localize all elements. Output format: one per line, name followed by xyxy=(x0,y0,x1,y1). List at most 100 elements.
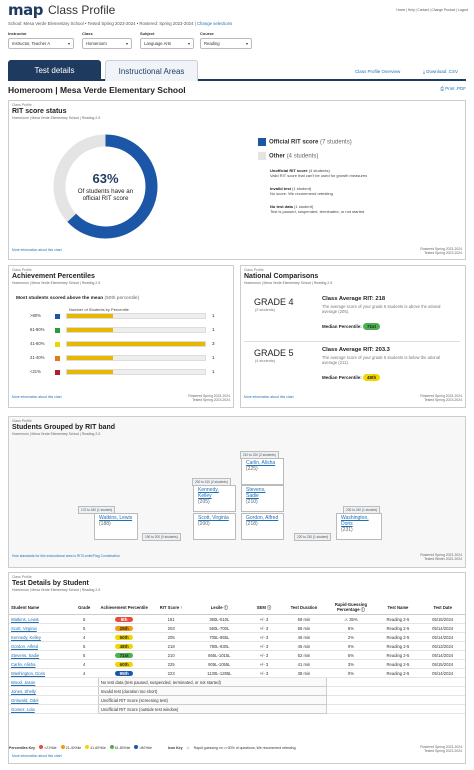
bar-fill xyxy=(67,328,113,332)
table-cell: 550L-700L xyxy=(192,623,247,633)
rit-status-donut: 63% Of students have an official RIT sco… xyxy=(52,133,159,240)
filter-label: Class xyxy=(82,31,93,36)
column-header[interactable]: Achievement Percentile xyxy=(98,601,151,615)
student-card[interactable]: Watkins, Lewis (188) xyxy=(94,513,138,540)
percentile-key-item: 41-60%ile xyxy=(85,745,106,750)
test-details-table: Student Name Grade Achievement Percentile R… xyxy=(9,601,465,714)
table-cell: 48th xyxy=(98,641,151,651)
table-cell: 0% xyxy=(326,641,376,651)
panel-footer-meta: Rostered Spring 2023-2024 Tested Winter 2… xyxy=(420,553,462,561)
chevron-down-icon: ▾ xyxy=(187,41,190,46)
panel-kicker: Class Profile xyxy=(12,103,32,107)
panel-title: National Comparisons xyxy=(244,273,319,280)
median-badge: 48th xyxy=(363,374,381,381)
bar-track xyxy=(66,355,206,361)
percentile-badge: 60th xyxy=(115,634,134,640)
legend-swatch xyxy=(258,152,266,160)
chart-info-link[interactable]: More information about this chart xyxy=(244,395,294,399)
table-cell: +/- 3 xyxy=(246,641,282,651)
column-header[interactable]: Grade xyxy=(70,601,99,615)
bar-fill xyxy=(67,314,113,318)
student-name-link[interactable]: Scott, Virginia xyxy=(9,623,71,633)
table-cell: Reading 2-5 xyxy=(375,623,421,633)
table-cell: Reading 2-5 xyxy=(375,614,421,624)
table-cell xyxy=(70,677,99,687)
percentiles-key: <21%ile 21-40%ile 41-60%ile 61-80%ile >80%il… xyxy=(39,745,152,750)
table-cell: 05/14/2024 xyxy=(420,623,465,633)
table-row: Carlin, Alisha 4 60th 225 905L-1055L +/- 3 41 … xyxy=(9,659,465,669)
student-name-link[interactable]: Wood, Jason xyxy=(9,677,71,687)
student-name-link[interactable]: Washington, Doris xyxy=(9,668,71,678)
student-name-link[interactable]: Jones, Shelly xyxy=(9,686,71,696)
column-header[interactable]: Test Date xyxy=(420,601,465,615)
table-cell: 181 xyxy=(150,614,193,624)
student-name-link[interactable]: Kennedy, Kelley xyxy=(9,632,71,642)
bar-track xyxy=(66,327,206,333)
note-no-test-data: No test data (1 student) Test is paused, … xyxy=(270,204,365,214)
student-name-link[interactable]: Griswold, Odel xyxy=(9,695,71,705)
column-header[interactable]: Rapid-Guessing Percentage ⓘ xyxy=(326,601,376,615)
download-csv-link[interactable]: ⤓ Download .CSV xyxy=(423,69,459,74)
print-pdf-link[interactable]: ⎙ Print .PDF xyxy=(440,86,466,91)
student-card[interactable]: Gordon, Alfred (218) xyxy=(241,513,284,540)
table-row: Washington, Doris 4 95th 223 1130L-1285L +/- … xyxy=(9,668,465,678)
instructor-select[interactable]: Instructor, Teacher A ▾ xyxy=(8,38,74,49)
table-cell: 8th xyxy=(98,614,151,624)
student-card[interactable]: Kennedy, Kelley (205) xyxy=(193,485,236,512)
column-header[interactable]: Student Name xyxy=(9,601,71,615)
student-name-link[interactable]: Gomez, Lola xyxy=(9,704,71,714)
chart-info-link[interactable]: More information about this chart xyxy=(12,248,62,252)
panel-subtitle: Homeroom | Mesa Verde Elementary School … xyxy=(12,432,101,436)
student-name-link[interactable]: Carlin, Alisha xyxy=(9,659,71,669)
class-profile-overview-link[interactable]: Class Profile Overview xyxy=(355,69,401,74)
tab-instructional-areas[interactable]: Instructional Areas xyxy=(105,60,198,81)
percentile-key-item: 61-80%ile xyxy=(109,745,130,750)
percentile-badge: 25th xyxy=(115,625,134,631)
change-selections-link[interactable]: Change selections xyxy=(196,21,233,26)
student-card[interactable]: Washington, Doris (231) xyxy=(336,513,382,540)
chart-info-link[interactable]: More information about this chart xyxy=(12,754,62,758)
table-cell: +/- 3 xyxy=(246,659,282,669)
top-links[interactable]: Home | Help | Contact | Change Product |… xyxy=(396,8,468,12)
standards-info-link[interactable]: How standards for this instructional are… xyxy=(12,554,120,558)
course-select[interactable]: Reading ▾ xyxy=(200,38,252,49)
column-header[interactable]: Test Name xyxy=(375,601,421,615)
student-name-link[interactable]: Gordon, Alfred xyxy=(9,641,71,651)
column-header[interactable]: SEM ⓘ xyxy=(246,601,282,615)
table-cell: 52 min xyxy=(281,650,327,660)
table-cell: 5 xyxy=(70,614,99,624)
class-select[interactable]: Homeroom ▾ xyxy=(82,38,132,49)
axis-label: Number of Students by Percentile xyxy=(69,307,129,312)
grade-label: GRADE 4 xyxy=(254,297,294,307)
table-cell xyxy=(326,686,465,696)
table-cell: 71st xyxy=(98,650,151,660)
status-message: No test data (test paused, suspended, te… xyxy=(97,677,327,687)
tab-test-details[interactable]: Test details xyxy=(8,60,101,81)
table-cell: 6% xyxy=(326,623,376,633)
column-header[interactable]: Lexile ⓘ xyxy=(192,601,247,615)
panel-subtitle: Homeroom | Mesa Verde Elementary School … xyxy=(244,281,333,285)
filter-label: Instructor xyxy=(8,31,27,36)
panel-title: Test Details by Student xyxy=(12,580,89,587)
student-card[interactable]: Carlin, Alisha (225) xyxy=(241,458,284,485)
chart-info-link[interactable]: More information about this chart xyxy=(12,395,62,399)
table-cell: Reading 2-5 xyxy=(375,668,421,678)
percentile-key-item: <21%ile xyxy=(39,745,57,750)
table-cell: 4 xyxy=(70,659,99,669)
chevron-down-icon: ▾ xyxy=(67,41,70,46)
grade-label: GRADE 5 xyxy=(254,348,294,358)
student-name-link[interactable]: Watkins, Lewis xyxy=(9,614,71,624)
donut-percent: 63% xyxy=(92,171,119,186)
table-header: Student Name Grade Achievement Percentile R… xyxy=(9,601,465,615)
subject-select[interactable]: Language Arts ▾ xyxy=(140,38,194,49)
map-logo[interactable]: map xyxy=(8,0,44,19)
table-cell xyxy=(70,695,99,705)
percentile-count: 1 xyxy=(212,327,215,332)
student-card[interactable]: Scott, Virginia (200) xyxy=(193,513,236,540)
table-cell: 210 xyxy=(150,650,193,660)
table-cell: 05/14/2024 xyxy=(420,632,465,642)
column-header[interactable]: Test Duration xyxy=(281,601,327,615)
student-name-link[interactable]: Stevens, Sadie xyxy=(9,650,71,660)
student-card[interactable]: Stevens, Sadie (210) xyxy=(241,485,284,512)
column-header[interactable]: RIT Score ↑ xyxy=(150,601,193,615)
